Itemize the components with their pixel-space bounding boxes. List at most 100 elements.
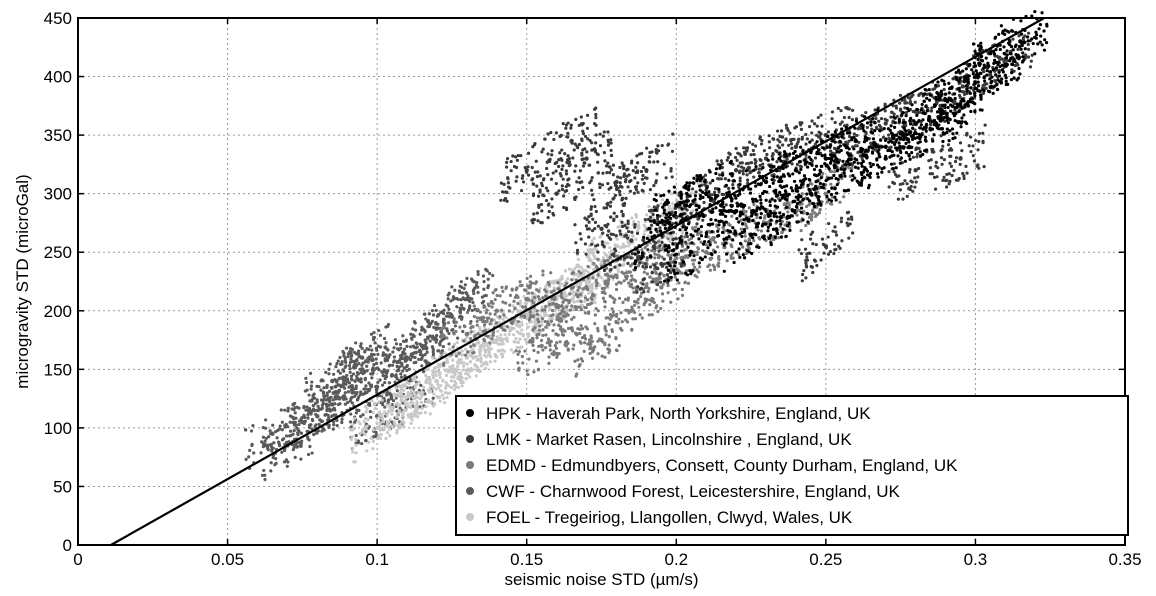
- data-point: [731, 256, 735, 260]
- data-point: [565, 135, 569, 139]
- data-point: [512, 339, 516, 344]
- data-point: [498, 315, 502, 319]
- data-point: [950, 173, 954, 178]
- data-point: [589, 342, 593, 346]
- data-point: [434, 365, 439, 369]
- data-point: [696, 247, 701, 251]
- data-point: [1000, 57, 1004, 61]
- data-point: [573, 331, 578, 335]
- data-point: [622, 172, 627, 176]
- data-point: [348, 399, 352, 403]
- data-point: [470, 308, 474, 313]
- data-point: [913, 176, 917, 180]
- data-point: [488, 312, 492, 316]
- data-point: [456, 336, 460, 340]
- data-point: [514, 336, 518, 341]
- data-point: [485, 344, 489, 348]
- data-point: [321, 402, 325, 406]
- data-point: [332, 420, 336, 424]
- data-point: [472, 329, 476, 334]
- data-point: [687, 238, 691, 242]
- data-point: [781, 143, 785, 147]
- data-point: [581, 164, 586, 168]
- data-point: [309, 411, 313, 415]
- data-point: [536, 219, 540, 223]
- data-point: [971, 144, 975, 148]
- data-point: [355, 374, 359, 378]
- data-point: [415, 406, 419, 411]
- data-point: [354, 437, 358, 442]
- data-point: [598, 182, 602, 186]
- data-point: [318, 418, 322, 422]
- data-point: [917, 166, 921, 171]
- data-point: [349, 357, 353, 361]
- data-point: [539, 343, 544, 349]
- data-point: [941, 144, 945, 148]
- data-point: [308, 371, 313, 375]
- data-point: [458, 284, 462, 288]
- data-point: [693, 194, 698, 198]
- data-point: [327, 399, 332, 404]
- data-point: [534, 359, 539, 363]
- data-point: [383, 410, 387, 414]
- data-point: [408, 393, 413, 397]
- data-point: [476, 332, 480, 336]
- data-point: [431, 313, 436, 317]
- data-point: [583, 242, 588, 246]
- data-point: [543, 346, 548, 350]
- data-point: [419, 392, 423, 396]
- data-point: [413, 328, 418, 332]
- series-2: [439, 158, 854, 378]
- data-point: [516, 352, 520, 357]
- data-point: [387, 409, 391, 413]
- data-point: [433, 402, 437, 406]
- data-point: [614, 282, 619, 286]
- data-point: [314, 423, 318, 427]
- data-point: [581, 157, 585, 161]
- data-point: [620, 197, 624, 201]
- data-point: [648, 188, 652, 192]
- data-point: [618, 165, 622, 170]
- data-point: [656, 160, 660, 164]
- data-point: [531, 182, 536, 186]
- data-point: [947, 172, 951, 176]
- data-point: [469, 330, 473, 334]
- data-point: [894, 104, 898, 108]
- data-point: [504, 315, 508, 320]
- data-point: [488, 322, 492, 326]
- data-point: [534, 159, 538, 163]
- data-point: [632, 219, 636, 224]
- data-point: [448, 391, 452, 395]
- data-point: [615, 214, 619, 219]
- data-point: [594, 248, 598, 252]
- data-point: [611, 173, 615, 177]
- data-point: [749, 160, 754, 165]
- data-point: [561, 333, 566, 337]
- data-point: [442, 322, 446, 326]
- data-point: [527, 357, 531, 361]
- data-point: [566, 154, 570, 158]
- data-point: [637, 223, 641, 228]
- data-point: [403, 383, 407, 387]
- data-point: [506, 177, 510, 181]
- data-point: [678, 228, 682, 232]
- data-point: [505, 339, 510, 343]
- data-point: [613, 265, 617, 269]
- data-point: [487, 346, 491, 350]
- data-point: [444, 373, 449, 377]
- data-point: [667, 204, 672, 208]
- data-point: [438, 342, 442, 346]
- data-point: [484, 341, 489, 345]
- data-point: [616, 267, 620, 271]
- data-point: [907, 170, 912, 174]
- data-point: [425, 335, 430, 339]
- data-point: [341, 349, 345, 354]
- data-point: [502, 182, 506, 187]
- data-point: [536, 350, 540, 354]
- data-point: [615, 348, 619, 353]
- data-point: [1029, 59, 1033, 63]
- data-point: [627, 311, 631, 315]
- data-point: [892, 170, 896, 174]
- data-point: [795, 142, 799, 146]
- data-point: [647, 204, 651, 209]
